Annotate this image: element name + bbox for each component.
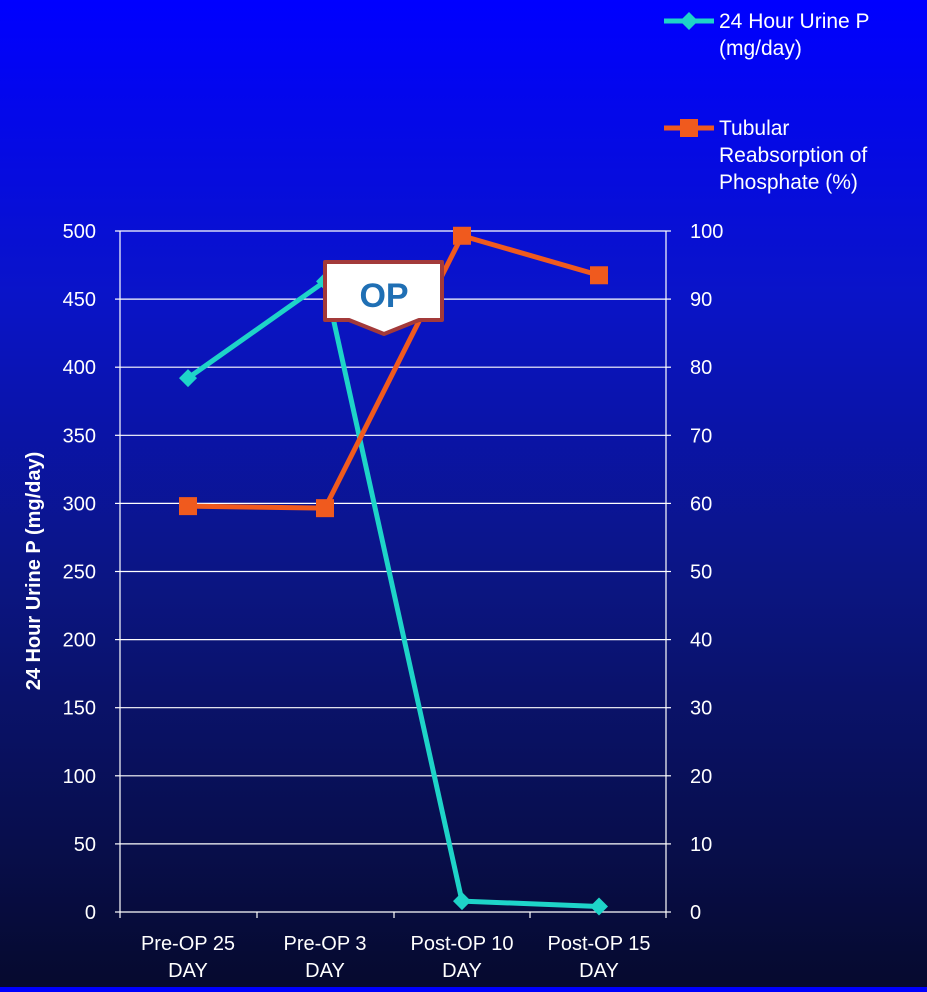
right-tick-label: 0 <box>690 902 701 924</box>
x-tick-label-line: DAY <box>442 960 482 982</box>
x-tick-label-line: DAY <box>305 960 345 982</box>
annotations: OP <box>323 260 444 336</box>
left-tick-label: 450 <box>63 289 96 311</box>
right-tick-label: 90 <box>690 289 712 311</box>
left-tick-label: 0 <box>85 902 96 924</box>
right-axis-ticks: 0 10 20 30 40 50 60 70 80 90 100 <box>666 221 723 924</box>
data-point-square <box>179 497 197 516</box>
left-tick-label: 100 <box>63 766 96 788</box>
data-point-square <box>316 499 334 518</box>
legend-label: 24 Hour Urine P (mg/day) <box>719 10 870 60</box>
left-tick-label: 350 <box>63 425 96 447</box>
series-line <box>186 278 600 910</box>
legend-label: Tubular Reabsorption of Phosphate (%) <box>719 117 867 194</box>
legend-swatch-square <box>680 119 698 137</box>
left-tick-label: 300 <box>63 493 96 515</box>
right-tick-label: 10 <box>690 834 712 856</box>
right-tick-label: 20 <box>690 766 712 788</box>
op-callout-label: OP <box>359 277 408 315</box>
legend-item-urine-p: 24 Hour Urine P (mg/day) <box>664 10 870 60</box>
data-point-square <box>453 226 471 245</box>
left-tick-label: 400 <box>63 357 96 379</box>
legend-label-line: (mg/day) <box>719 37 802 60</box>
x-tick-label: Post-OP 10 DAY <box>410 933 513 982</box>
legend-swatch-diamond <box>680 12 698 30</box>
left-tick-label: 200 <box>63 630 96 652</box>
data-point-square <box>590 266 608 285</box>
x-tick-label: Pre-OP 25 DAY <box>141 933 235 982</box>
series-2 <box>179 226 608 518</box>
data-point-diamond <box>453 892 471 911</box>
legend: 24 Hour Urine P (mg/day) Tubular Reabsorpti… <box>664 10 870 194</box>
legend-label-line: 24 Hour Urine P <box>719 10 870 33</box>
series-line <box>187 233 600 511</box>
x-tick-label-line: Pre-OP 3 <box>284 933 367 955</box>
legend-label-line: Reabsorption of <box>719 144 867 167</box>
right-tick-label: 70 <box>690 425 712 447</box>
x-tick-label-line: DAY <box>579 960 619 982</box>
left-tick-label: 150 <box>63 698 96 720</box>
op-callout-box <box>323 260 444 336</box>
right-tick-label: 100 <box>690 221 723 243</box>
x-tick-label: Post-OP 15 DAY <box>547 933 650 982</box>
y-axis-label: 24 Hour Urine P (mg/day) <box>23 452 45 691</box>
x-tick-label-line: DAY <box>168 960 208 982</box>
legend-label-line: Tubular <box>719 117 789 140</box>
left-tick-label: 500 <box>63 221 96 243</box>
left-tick-label: 50 <box>74 834 96 856</box>
data-point-diamond <box>590 897 608 916</box>
legend-item-trp: Tubular Reabsorption of Phosphate (%) <box>664 117 867 194</box>
series <box>179 226 608 916</box>
series-1 <box>179 272 608 916</box>
legend-label-line: Phosphate (%) <box>719 171 858 194</box>
x-tick-label-line: Post-OP 10 <box>410 933 513 955</box>
x-tick-label-line: Post-OP 15 <box>547 933 650 955</box>
right-tick-label: 60 <box>690 493 712 515</box>
x-tick-label: Pre-OP 3 DAY <box>284 933 367 982</box>
left-tick-label: 250 <box>63 562 96 584</box>
right-tick-label: 30 <box>690 698 712 720</box>
x-tick-label-line: Pre-OP 25 <box>141 933 235 955</box>
data-point-diamond <box>179 369 197 388</box>
right-tick-label: 80 <box>690 357 712 379</box>
right-tick-label: 50 <box>690 562 712 584</box>
right-tick-label: 40 <box>690 630 712 652</box>
left-axis-ticks: 0 50 100 150 200 250 300 350 400 450 500 <box>63 221 120 924</box>
